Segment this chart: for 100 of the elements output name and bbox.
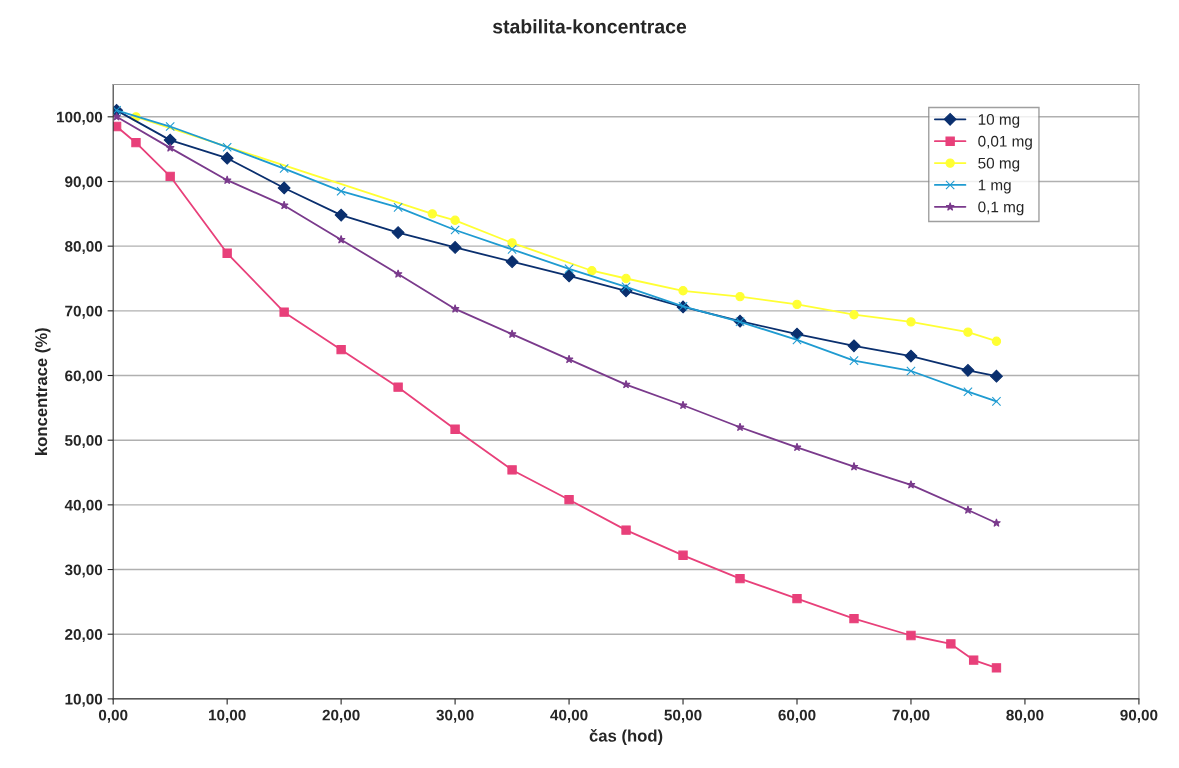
- point: [450, 424, 460, 434]
- point: [222, 175, 232, 185]
- point: [165, 171, 175, 181]
- point: [336, 235, 346, 244]
- point: [165, 121, 175, 132]
- y-tick-label: 90,00: [65, 176, 103, 190]
- x-tick-label: 10,00: [209, 709, 246, 723]
- point: [393, 202, 403, 213]
- point: [450, 225, 460, 235]
- point: [450, 215, 460, 225]
- y-tick-label: 100,00: [57, 111, 103, 125]
- point: [792, 299, 802, 310]
- point: [222, 142, 232, 152]
- point: [946, 639, 956, 649]
- y-axis-title: koncentrace (%): [34, 328, 51, 455]
- point: [334, 208, 348, 222]
- point: [961, 363, 975, 377]
- point: [165, 143, 175, 152]
- point: [968, 655, 979, 665]
- point: [507, 465, 517, 475]
- x-tick-label: 80,00: [1006, 709, 1044, 723]
- legend-label: 0,1 mg: [978, 201, 1024, 216]
- point: [906, 480, 916, 489]
- point: [450, 304, 460, 313]
- y-tick-label: 40,00: [64, 499, 103, 513]
- point: [792, 442, 802, 452]
- y-tick-label: 70,00: [65, 305, 103, 319]
- point: [991, 518, 1001, 527]
- x-tick-label: 70,00: [892, 709, 930, 723]
- x-tick-label: 50,00: [664, 709, 702, 723]
- point: [621, 525, 631, 535]
- point: [427, 209, 437, 219]
- point: [678, 550, 688, 560]
- point: [849, 355, 859, 366]
- point: [393, 269, 403, 278]
- point: [507, 238, 517, 248]
- point: [220, 151, 234, 165]
- point: [963, 386, 973, 397]
- y-tick-label: 80,00: [65, 241, 103, 255]
- point: [562, 269, 576, 283]
- point: [847, 339, 861, 353]
- point: [279, 200, 289, 210]
- point: [113, 112, 122, 121]
- point: [163, 133, 177, 147]
- point: [279, 307, 289, 317]
- y-tick-label: 10,00: [65, 693, 103, 707]
- point: [906, 366, 916, 376]
- point: [792, 593, 802, 604]
- point: [277, 181, 291, 195]
- point: [735, 573, 745, 584]
- point: [448, 241, 462, 254]
- point: [735, 422, 745, 432]
- point: [131, 138, 141, 148]
- point: [222, 248, 232, 258]
- y-tick-label: 30,00: [64, 564, 103, 578]
- x-tick-label: 20,00: [322, 709, 360, 723]
- point: [678, 400, 688, 410]
- point: [507, 329, 517, 339]
- point: [621, 282, 631, 292]
- y-tick-label: 50,00: [65, 435, 103, 449]
- x-tick-label: 0,00: [98, 709, 128, 723]
- point: [904, 349, 918, 363]
- point: [505, 255, 519, 269]
- point: [963, 327, 973, 337]
- point: [849, 614, 859, 624]
- point: [792, 335, 802, 345]
- point: [336, 344, 346, 355]
- legend-label: 50 mg: [978, 157, 1020, 172]
- point: [991, 663, 1002, 673]
- point: [336, 186, 346, 196]
- point: [906, 630, 916, 641]
- y-tick-label: 60,00: [65, 370, 103, 384]
- point: [564, 495, 574, 505]
- x-tick-label: 30,00: [436, 709, 474, 723]
- point: [906, 317, 916, 327]
- x-tick-label: 40,00: [550, 709, 588, 723]
- point: [849, 462, 859, 471]
- point: [621, 379, 631, 389]
- chart-title: stabilita-koncentrace: [492, 19, 687, 34]
- point: [391, 226, 405, 239]
- legend-label: 10 mg: [978, 113, 1020, 128]
- point: [991, 336, 1002, 346]
- point: [393, 382, 403, 392]
- point: [507, 244, 517, 255]
- point: [735, 291, 745, 302]
- point: [678, 286, 688, 296]
- x-tick-label: 90,00: [1120, 709, 1158, 723]
- point: [279, 163, 289, 174]
- point: [990, 369, 1003, 383]
- point: [963, 505, 973, 514]
- x-axis-title: čas (hod): [589, 729, 663, 745]
- legend-label: 1 mg: [978, 179, 1011, 194]
- legend-label: 0,01 mg: [978, 135, 1032, 150]
- y-tick-label: 20,00: [65, 629, 103, 643]
- x-tick-label: 60,00: [778, 709, 816, 723]
- point: [587, 266, 597, 276]
- point: [621, 273, 631, 284]
- point: [564, 264, 574, 274]
- point: [564, 354, 574, 364]
- point: [849, 310, 859, 320]
